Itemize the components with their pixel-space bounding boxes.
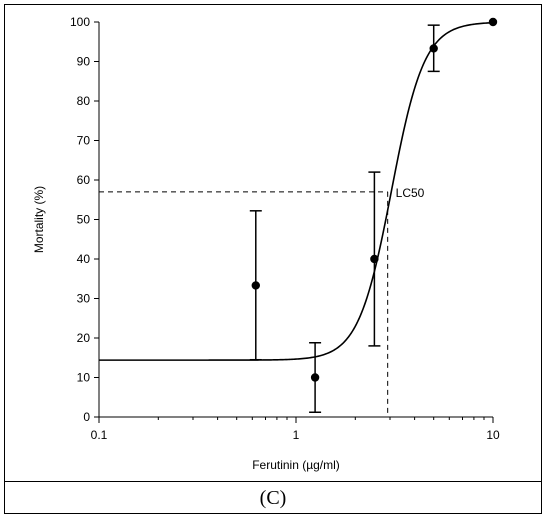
data-point: [370, 254, 379, 264]
y-tick-label: 60: [77, 173, 91, 187]
panel-divider: [5, 481, 541, 482]
y-tick-label: 0: [83, 410, 90, 424]
y-tick-label: 30: [77, 292, 91, 306]
y-axis-title: Mortality (%): [32, 186, 46, 253]
x-tick-label: 0.1: [91, 428, 108, 442]
figure-frame: 0 10 20 30 40 50 60 70 80 90 100 0.1 1 10 Ferutinin (…: [4, 4, 542, 514]
data-point: [310, 373, 320, 382]
x-tick-label: 1: [293, 428, 300, 442]
y-tick-label: 10: [77, 371, 91, 385]
y-tick-label: 90: [77, 55, 91, 69]
y-tick-label: 80: [77, 94, 91, 108]
x-axis-title: Ferutinin (µg/ml): [252, 458, 340, 472]
dose-response-chart: 0 10 20 30 40 50 60 70 80 90 100 0.1 1 10 Ferutinin (…: [32, 15, 500, 472]
panel-label: (C): [259, 487, 287, 509]
data-point: [251, 281, 260, 290]
y-tick-label: 50: [77, 213, 91, 227]
lc50-label: LC50: [396, 186, 425, 200]
y-tick-label: 20: [77, 331, 91, 345]
plot-area: 0 10 20 30 40 50 60 70 80 90 100 0.1 1 10 Ferutinin (…: [5, 5, 541, 481]
data-point: [429, 44, 438, 53]
x-tick-label: 10: [486, 428, 500, 442]
fit-curve-line: [99, 21, 494, 361]
y-tick-label: 70: [77, 134, 91, 148]
y-tick-label: 100: [70, 15, 90, 29]
data-point: [488, 17, 498, 27]
y-tick-label: 40: [77, 252, 91, 266]
